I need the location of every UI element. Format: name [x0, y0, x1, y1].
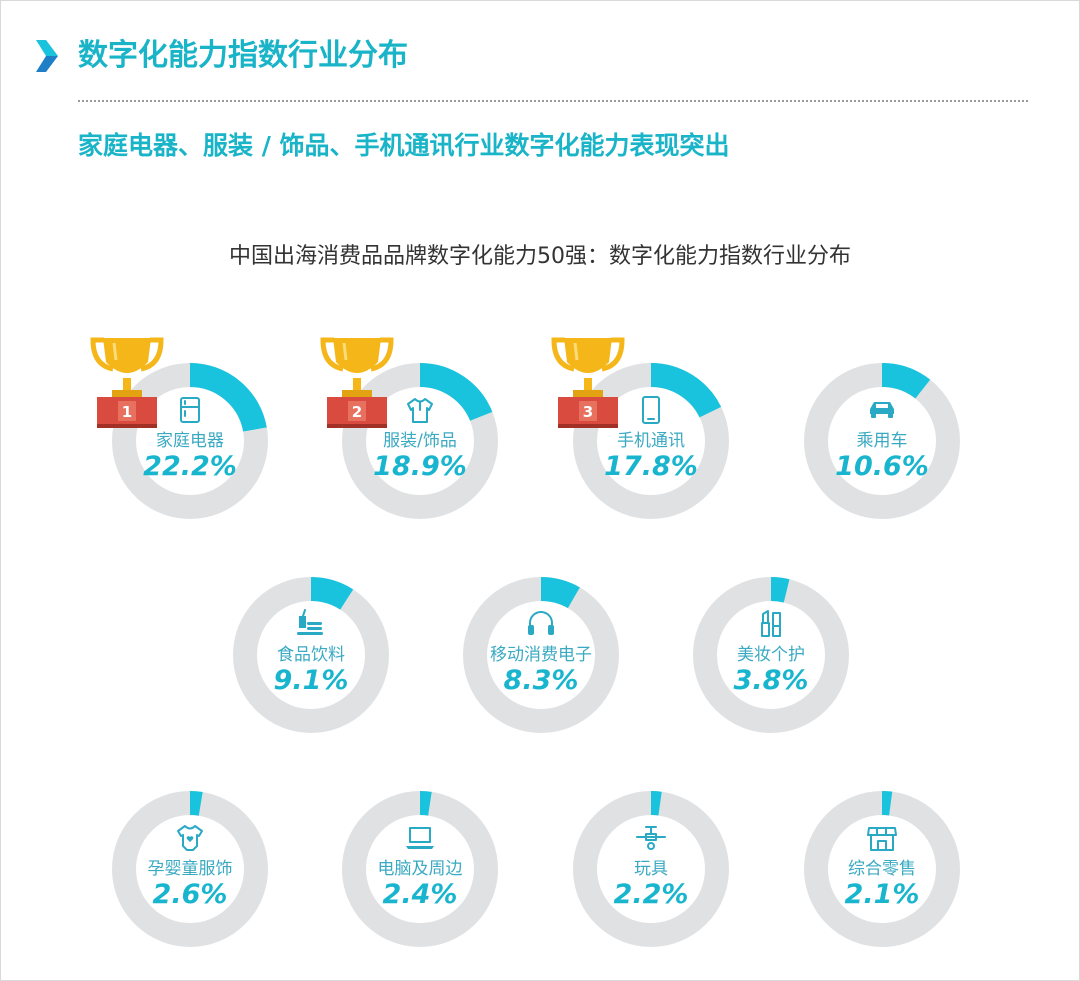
- category-label: 乘用车: [857, 431, 908, 451]
- chart-title: 中国出海消费品品牌数字化能力50强：数字化能力指数行业分布: [229, 244, 851, 269]
- section-title: 数字化能力指数行业分布: [78, 38, 408, 73]
- rank-number: 1: [122, 403, 132, 421]
- section-subtitle: 家庭电器、服装 / 饰品、手机通讯行业数字化能力表现突出: [78, 131, 730, 160]
- toy-icon: [636, 826, 666, 850]
- donut-segment: [189, 791, 203, 816]
- lipstick-icon: [761, 610, 781, 637]
- donut-segment: [540, 577, 580, 609]
- laptop-icon: [406, 827, 434, 849]
- value-label: 2.4%: [383, 879, 458, 910]
- category-label: 食品饮料: [277, 645, 345, 665]
- trophy-icon: 1: [90, 337, 164, 428]
- donut-segment: [881, 363, 931, 399]
- value-label: 10.6%: [835, 451, 929, 482]
- car-icon: [870, 402, 894, 418]
- value-label: 2.1%: [845, 879, 920, 910]
- rank-number: 3: [583, 403, 593, 421]
- donut-item: 玩具2.2%: [573, 791, 729, 947]
- refrigerator-icon: [180, 397, 200, 423]
- food-drink-icon: [297, 609, 323, 635]
- value-label: 3.8%: [734, 665, 809, 696]
- trophy-icon: 3: [551, 337, 625, 428]
- trophy-icon: 2: [320, 337, 394, 428]
- category-label: 服装/饰品: [383, 431, 457, 451]
- rank-number: 2: [352, 403, 362, 421]
- chevron-right-icon: [36, 40, 58, 72]
- donut-segment: [881, 790, 893, 816]
- donut-segment: [770, 576, 790, 603]
- category-label: 玩具: [634, 859, 668, 879]
- value-label: 2.6%: [153, 879, 228, 910]
- category-label: 综合零售: [848, 859, 916, 879]
- category-label: 美妆个护: [737, 645, 805, 665]
- category-label: 家庭电器: [156, 431, 224, 451]
- donut-segment: [189, 363, 267, 433]
- category-label: 手机通讯: [617, 431, 685, 451]
- value-label: 2.2%: [614, 879, 689, 910]
- donut-segment: [419, 791, 432, 816]
- headphones-icon: [528, 611, 554, 635]
- baby-onesie-icon: [177, 825, 203, 851]
- category-label: 移动消费电子: [490, 645, 592, 665]
- dotted-divider: [78, 100, 1028, 102]
- store-icon: [867, 827, 897, 851]
- value-label: 22.2%: [143, 451, 237, 482]
- shirt-icon: [407, 398, 433, 423]
- category-label: 电脑及周边: [378, 859, 463, 879]
- value-label: 17.8%: [604, 451, 698, 482]
- donut-segment: [310, 577, 354, 610]
- category-label: 孕婴童服饰: [148, 859, 233, 879]
- value-label: 9.1%: [274, 665, 349, 696]
- mobile-phone-icon: [642, 396, 660, 424]
- donut-segment: [650, 363, 722, 418]
- value-label: 8.3%: [504, 665, 579, 696]
- donut-segment: [419, 363, 493, 422]
- value-label: 18.9%: [373, 451, 467, 482]
- donut-segment: [650, 791, 662, 816]
